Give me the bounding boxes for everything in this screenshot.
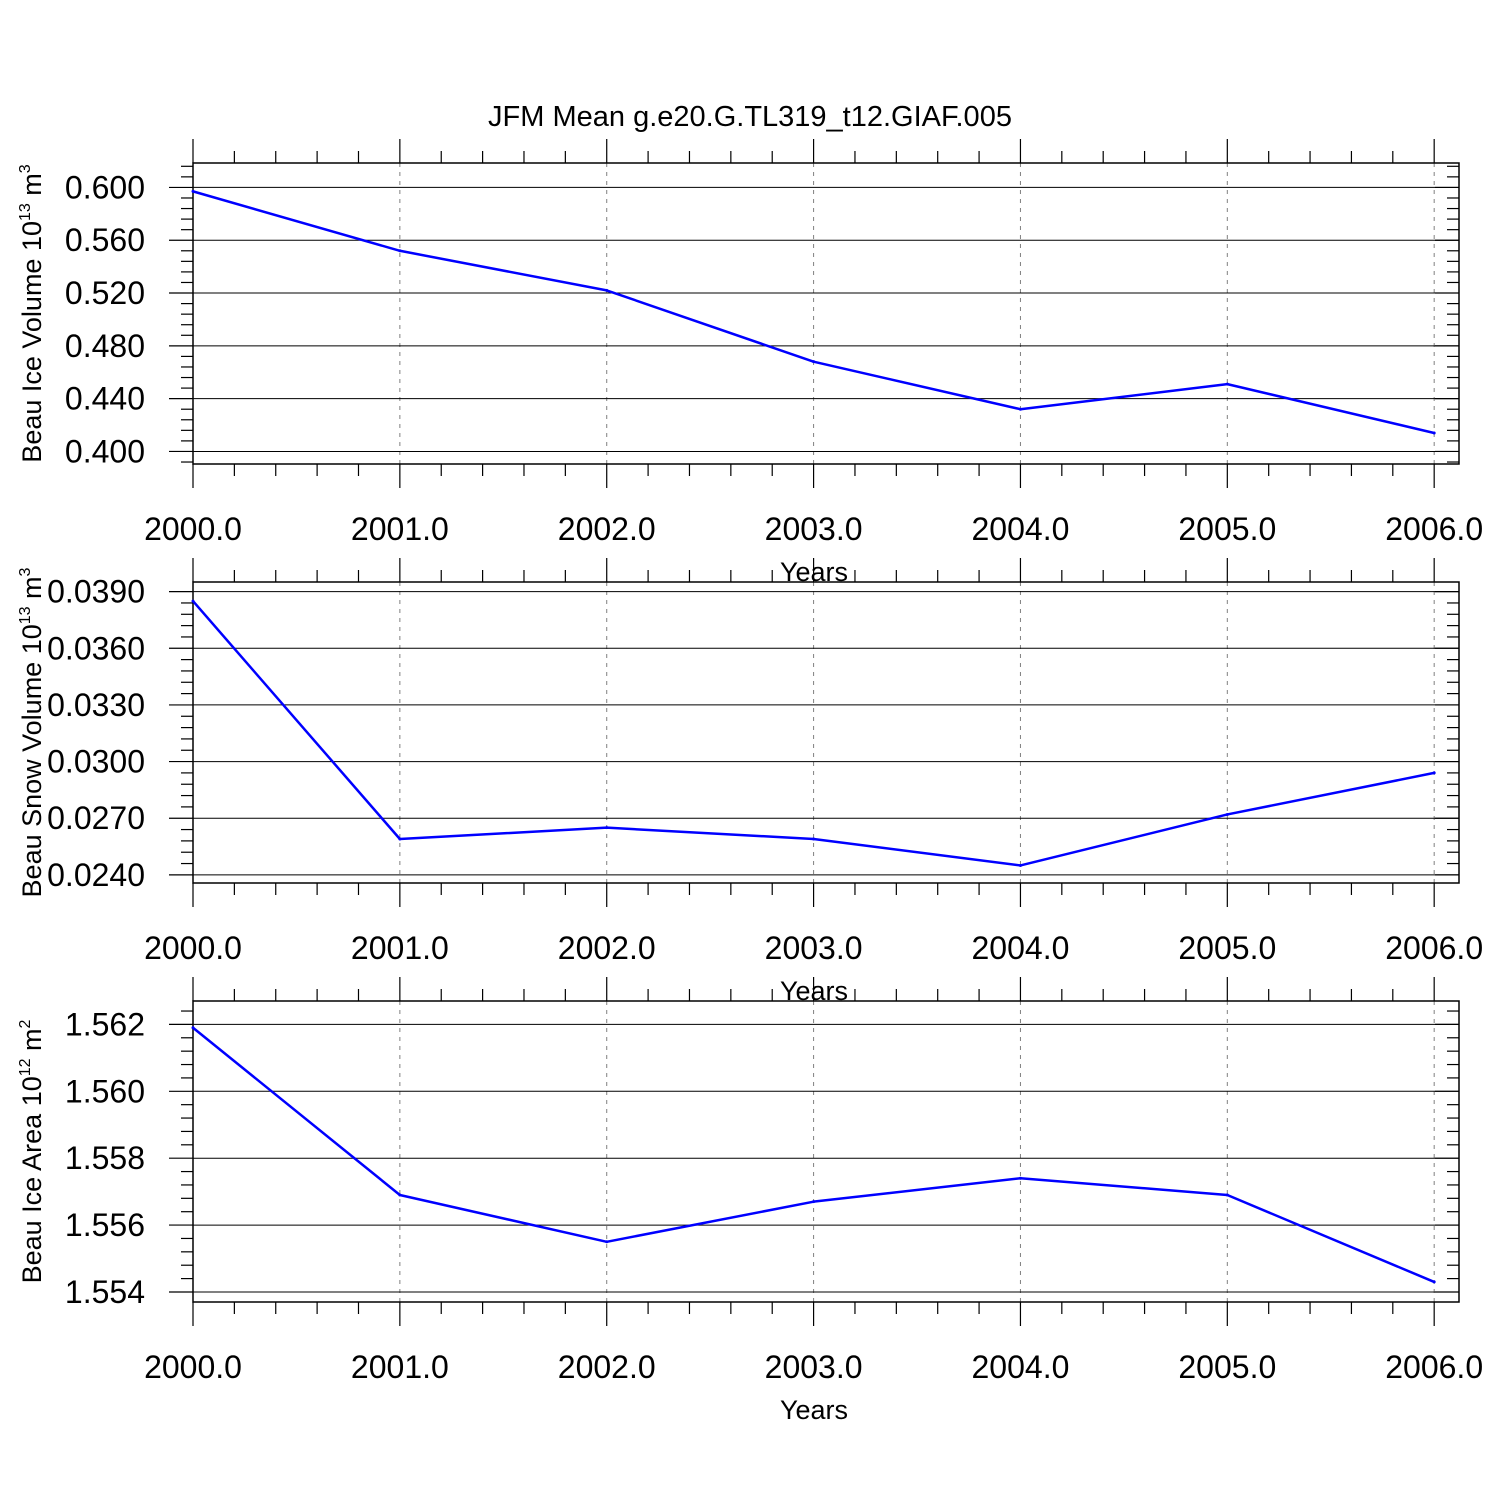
y-tick-label: 0.600 [65,169,145,205]
x-tick-label: 2002.0 [558,1349,656,1385]
x-tick-label: 2006.0 [1385,930,1483,966]
data-point [398,249,402,253]
y-axis-label: Beau Snow Volume 1013 m3 [17,567,47,897]
y-tick-label: 0.520 [65,275,145,311]
y-tick-label: 1.554 [65,1274,145,1310]
y-axis-label-text: Beau Snow Volume 10 [17,624,47,897]
x-axis-label: Years [780,1395,848,1425]
data-point [1432,431,1436,435]
plot-frame [192,1000,1460,1303]
chart-title: JFM Mean g.e20.G.TL319_t12.GIAF.005 [488,101,1012,133]
chart-panel-2: 0.0240 0.0270 0.0300 0.0330 0.0360 0.0390 2000… [17,558,1483,1006]
data-point [191,1026,195,1030]
data-point [1018,863,1022,867]
data-point [191,599,195,603]
x-tick-label: 2003.0 [765,930,863,966]
x-tick-label: 2006.0 [1385,511,1483,547]
y-tick-label: 0.0390 [47,574,145,610]
y-tick-label: 0.440 [65,381,145,417]
y-tick-label: 1.560 [65,1073,145,1109]
x-tick-label: 2005.0 [1178,1349,1276,1385]
y-tick-label: 1.558 [65,1140,145,1176]
y-axis-label-superscript: 3 [17,567,34,576]
x-tick-label: 2005.0 [1178,930,1276,966]
x-tick-label: 2001.0 [351,1349,449,1385]
y-tick-label: 0.0360 [47,630,145,666]
data-point [1018,407,1022,411]
y-tick-label: 0.0330 [47,687,145,723]
data-point [1432,771,1436,775]
chart-panel-3: 1.554 1.556 1.558 1.560 1.562 2000.0 2001.0 200… [17,977,1483,1425]
data-point [398,1193,402,1197]
plot-frame [192,162,1460,465]
y-tick-label: 0.0270 [47,800,145,836]
data-point [191,189,195,193]
y-axis-label-superscript: 2 [17,1019,34,1028]
y-axis-label-superscript: 12 [17,1058,34,1076]
x-tick-label: 2004.0 [972,930,1070,966]
x-tick-label: 2002.0 [558,930,656,966]
y-tick-label: 1.556 [65,1207,145,1243]
y-axis-label-text: m [17,1028,47,1058]
y-tick-label: 0.480 [65,328,145,364]
data-point [1018,1176,1022,1180]
x-tick-label: 2001.0 [351,511,449,547]
data-point [1225,382,1229,386]
chart-panels: 0.400 0.440 0.480 0.520 0.560 0.600 2000.0 2001… [17,139,1483,1425]
y-axis-label-text: m [17,576,47,606]
data-point [812,837,816,841]
x-tick-label: 2006.0 [1385,1349,1483,1385]
y-tick-label: 0.400 [65,433,145,469]
y-axis-label-text: Beau Ice Area 10 [17,1076,47,1283]
y-axis-label-superscript: 13 [17,203,34,221]
chart-panel-1: 0.400 0.440 0.480 0.520 0.560 0.600 2000.0 2001… [17,139,1483,587]
data-point [605,288,609,292]
x-tick-label: 2000.0 [144,930,242,966]
data-point [1225,812,1229,816]
data-point [812,360,816,364]
y-tick-label: 0.560 [65,222,145,258]
y-tick-label: 1.562 [65,1006,145,1042]
data-point [605,1240,609,1244]
data-point [1225,1193,1229,1197]
y-axis-label-text: Beau Ice Volume 10 [17,221,47,463]
x-tick-label: 2000.0 [144,1349,242,1385]
x-tick-label: 2004.0 [972,1349,1070,1385]
x-tick-label: 2003.0 [765,511,863,547]
x-tick-label: 2001.0 [351,930,449,966]
x-tick-label: 2004.0 [972,511,1070,547]
data-point [605,826,609,830]
y-tick-label: 0.0240 [47,857,145,893]
x-tick-label: 2000.0 [144,511,242,547]
x-tick-label: 2002.0 [558,511,656,547]
data-point [398,837,402,841]
x-tick-label: 2005.0 [1178,511,1276,547]
y-tick-label: 0.0300 [47,744,145,780]
y-axis-label: Beau Ice Area 1012 m2 [17,1019,47,1283]
plot-frame [192,581,1460,884]
y-axis-label: Beau Ice Volume 1013 m3 [17,164,47,462]
y-axis-label-superscript: 13 [17,606,34,624]
y-axis-label-text: m [17,173,47,203]
x-tick-label: 2003.0 [765,1349,863,1385]
data-point [812,1200,816,1204]
data-point [1432,1280,1436,1284]
y-axis-label-superscript: 3 [17,164,34,173]
